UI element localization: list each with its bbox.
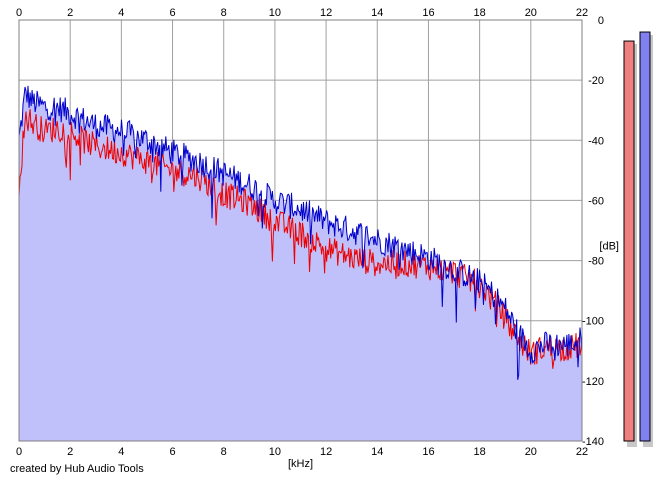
x-tick-label-top: 12	[320, 7, 332, 19]
y-tick-labels: 0 -20 -40 -60 -80 -100 -120 -140	[582, 15, 604, 448]
x-tick-label-top: 10	[269, 7, 281, 19]
plot-frame	[18, 19, 583, 442]
series-layer	[18, 85, 583, 380]
y-tick-label: -20	[588, 75, 604, 87]
x-tick-label-bottom: 22	[576, 446, 588, 458]
y-tick-label: -40	[588, 135, 604, 147]
level-meters	[623, 31, 653, 448]
x-tick-label-bottom: 14	[371, 446, 383, 458]
y-axis-label: [dB]	[599, 241, 619, 253]
x-tick-label-bottom: 2	[67, 446, 73, 458]
x-tick-label-top: 16	[422, 7, 434, 19]
x-tick-label-top: 18	[474, 7, 486, 19]
x-tick-labels-top: 0 2 4 6 8 10 12 14 16 18 20 22	[16, 7, 588, 19]
y-tick-label: -100	[582, 316, 604, 328]
y-tick-label: -60	[588, 195, 604, 207]
x-tick-label-bottom: 4	[118, 446, 124, 458]
y-tick-label: -80	[588, 256, 604, 268]
x-tick-label-bottom: 10	[269, 446, 281, 458]
level-meter-bar	[639, 31, 651, 442]
y-tick-label: 0	[598, 15, 604, 27]
y-tick-label: -120	[582, 376, 604, 388]
x-tick-label-top: 4	[118, 7, 124, 19]
spectrum-fill-area	[19, 85, 582, 442]
x-tick-label-bottom: 16	[422, 446, 434, 458]
x-tick-label-top: 20	[525, 7, 537, 19]
level-meter-bar	[623, 40, 635, 442]
x-tick-label-bottom: 0	[16, 446, 22, 458]
x-tick-label-bottom: 20	[525, 446, 537, 458]
series-line-blue	[18, 85, 583, 380]
x-tick-label-bottom: 8	[221, 446, 227, 458]
x-tick-label-bottom: 6	[169, 446, 175, 458]
x-tick-label-top: 6	[169, 7, 175, 19]
x-tick-label-top: 8	[221, 7, 227, 19]
x-tick-label-top: 2	[67, 7, 73, 19]
x-tick-labels-bottom: 0 2 4 6 8 10 12 14 16 18 20 22	[16, 446, 588, 458]
x-tick-label-bottom: 12	[320, 446, 332, 458]
x-tick-label-top: 22	[576, 7, 588, 19]
x-axis-label: [kHz]	[288, 458, 313, 470]
x-tick-label-bottom: 18	[474, 446, 486, 458]
credit-text: created by Hub Audio Tools	[10, 463, 144, 475]
x-tick-label-top: 0	[16, 7, 22, 19]
y-tick-label: -140	[582, 436, 604, 448]
x-tick-label-top: 14	[371, 7, 383, 19]
